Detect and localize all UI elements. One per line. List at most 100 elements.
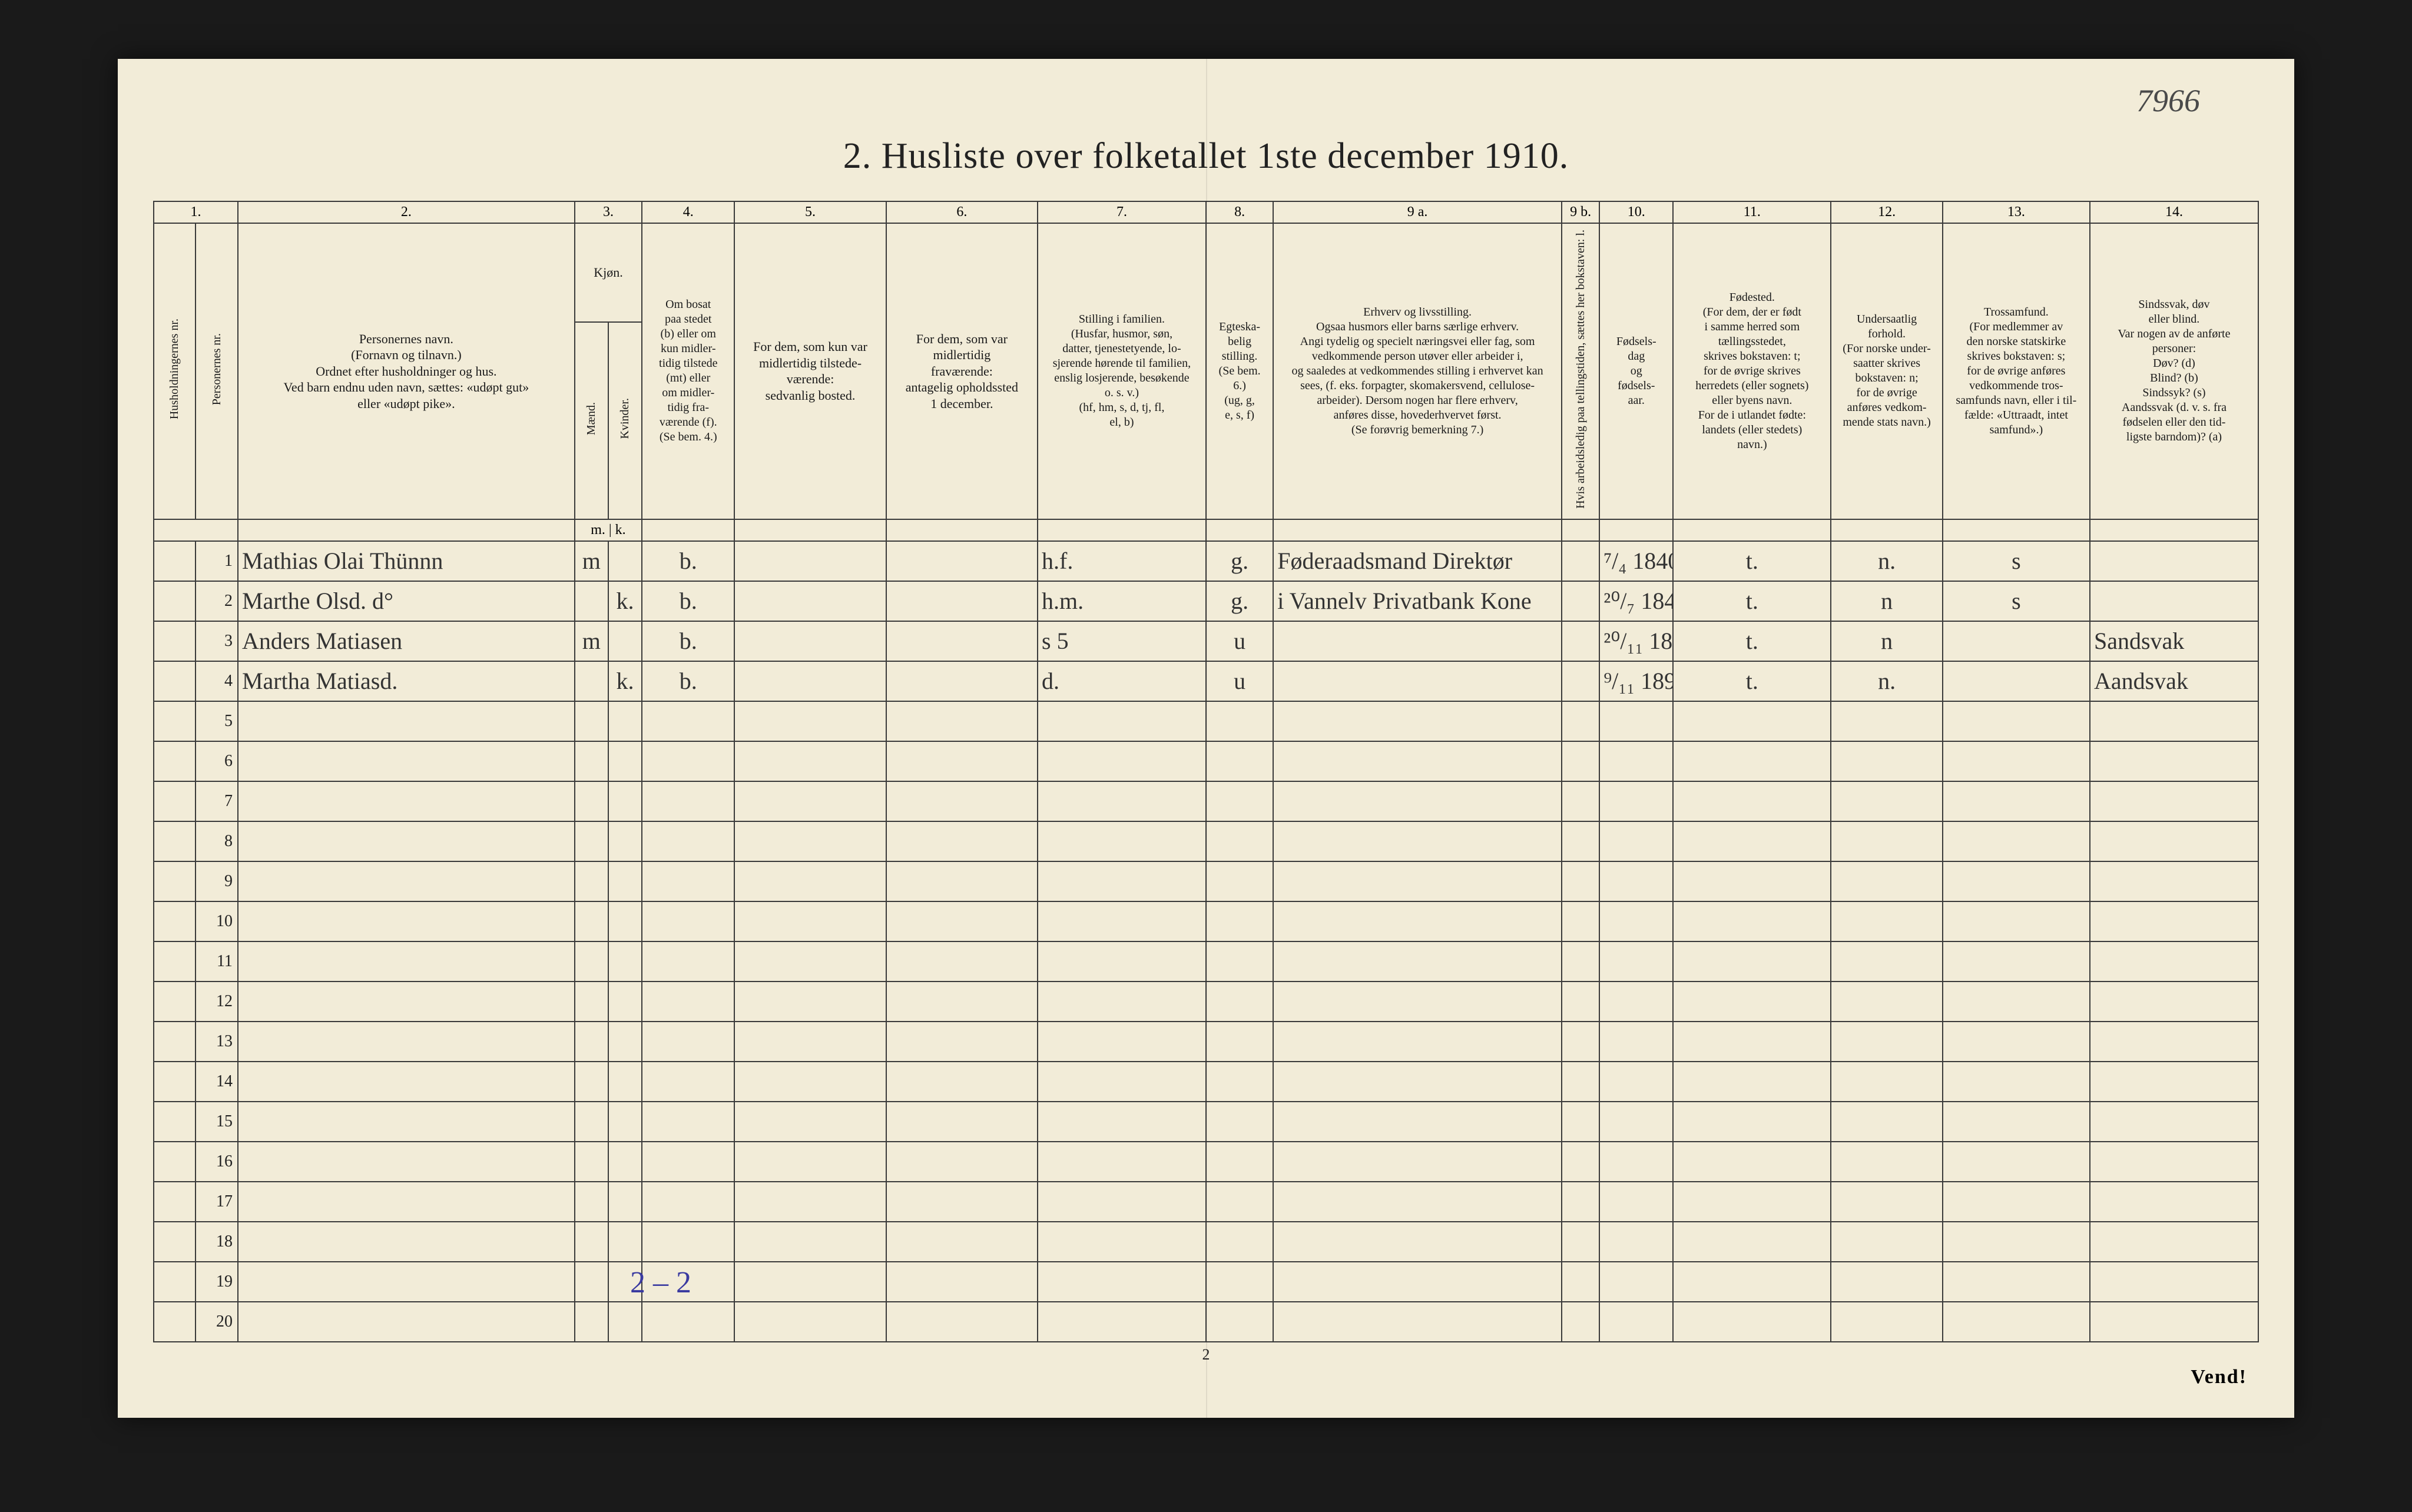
cell-fsted <box>1673 821 1831 861</box>
cell-egteskab <box>1206 701 1273 741</box>
cell-tilstede <box>734 861 886 901</box>
cell-male <box>575 1102 608 1142</box>
cell-fsted <box>1673 1182 1831 1222</box>
cell-erhverv <box>1273 621 1562 661</box>
cell-sindssvak <box>2090 1262 2258 1302</box>
cell-fam <box>1038 821 1206 861</box>
col-heading-trossamfund: Trossamfund. (For medlemmer av den norsk… <box>1943 223 2090 519</box>
cell-fravaer <box>886 1302 1038 1342</box>
cell-erhverv <box>1273 901 1562 941</box>
cell-female <box>608 982 642 1022</box>
cell-name <box>238 901 575 941</box>
cell-name <box>238 1102 575 1142</box>
cell-tilstede <box>734 1062 886 1102</box>
cell-tros: s <box>1943 581 2090 621</box>
cell-tilstede <box>734 1262 886 1302</box>
cell-egteskab <box>1206 1062 1273 1102</box>
cell-fam <box>1038 1062 1206 1102</box>
cell-bosat <box>642 1022 734 1062</box>
cell-tros <box>1943 1222 2090 1262</box>
cell-hushold-nr <box>154 1062 196 1102</box>
cell-egteskab <box>1206 1182 1273 1222</box>
cell-fravaer <box>886 1142 1038 1182</box>
cell-hushold-nr <box>154 1182 196 1222</box>
cell-erhverv <box>1273 1262 1562 1302</box>
cell-hushold-nr <box>154 541 196 581</box>
cell-fdato <box>1599 741 1673 781</box>
cell-fravaer <box>886 1182 1038 1222</box>
cell-ledig <box>1562 1102 1599 1142</box>
cell-female <box>608 1222 642 1262</box>
cell-egteskab <box>1206 1142 1273 1182</box>
cell-tros: s <box>1943 541 2090 581</box>
cell-undersaat <box>1831 1102 1942 1142</box>
colnum-11: 11. <box>1673 201 1831 223</box>
cell-female <box>608 1022 642 1062</box>
cell-egteskab <box>1206 1262 1273 1302</box>
cell-person-nr: 20 <box>196 1302 237 1342</box>
cell-ledig <box>1562 1262 1599 1302</box>
cell-fam <box>1038 741 1206 781</box>
cell-fam: h.f. <box>1038 541 1206 581</box>
cell-fsted <box>1673 901 1831 941</box>
cell-name <box>238 821 575 861</box>
cell-person-nr: 9 <box>196 861 237 901</box>
cell-male <box>575 1222 608 1262</box>
cell-tros <box>1943 1302 2090 1342</box>
cell-hushold-nr <box>154 1222 196 1262</box>
cell-tilstede <box>734 661 886 701</box>
cell-person-nr: 11 <box>196 941 237 982</box>
cell-fsted <box>1673 941 1831 982</box>
cell-fam <box>1038 982 1206 1022</box>
cell-hushold-nr <box>154 1022 196 1062</box>
cell-sindssvak: Sandsvak <box>2090 621 2258 661</box>
cell-sindssvak <box>2090 1102 2258 1142</box>
cell-fdato <box>1599 941 1673 982</box>
cell-undersaat <box>1831 861 1942 901</box>
colnum-2: 2. <box>238 201 575 223</box>
cell-fsted: t. <box>1673 661 1831 701</box>
cell-tilstede <box>734 901 886 941</box>
cell-hushold-nr <box>154 1102 196 1142</box>
cell-person-nr: 15 <box>196 1102 237 1142</box>
cell-egteskab <box>1206 861 1273 901</box>
archive-number-annotation: 7966 <box>2136 82 2200 119</box>
cell-fdato <box>1599 1222 1673 1262</box>
cell-fsted <box>1673 701 1831 741</box>
cell-undersaat <box>1831 982 1942 1022</box>
cell-ledig <box>1562 982 1599 1022</box>
cell-fravaer <box>886 901 1038 941</box>
cell-undersaat <box>1831 701 1942 741</box>
cell-tilstede <box>734 821 886 861</box>
cell-tros <box>1943 1102 2090 1142</box>
cell-male <box>575 1262 608 1302</box>
cell-undersaat <box>1831 1302 1942 1342</box>
cell-tros <box>1943 1262 2090 1302</box>
cell-fsted <box>1673 1142 1831 1182</box>
cell-female <box>608 541 642 581</box>
cell-undersaat <box>1831 1062 1942 1102</box>
cell-undersaat <box>1831 1142 1942 1182</box>
cell-fsted <box>1673 1062 1831 1102</box>
cell-tilstede <box>734 701 886 741</box>
cell-person-nr: 19 <box>196 1262 237 1302</box>
col-heading-hushold-nr: Husholdningernes nr. <box>154 223 196 519</box>
cell-person-nr: 8 <box>196 821 237 861</box>
cell-tilstede <box>734 621 886 661</box>
cell-fam <box>1038 1222 1206 1262</box>
cell-female <box>608 861 642 901</box>
cell-bosat <box>642 701 734 741</box>
cell-sindssvak <box>2090 1182 2258 1222</box>
cell-ledig <box>1562 1302 1599 1342</box>
cell-tros <box>1943 1022 2090 1062</box>
cell-fdato <box>1599 1062 1673 1102</box>
cell-ledig <box>1562 1022 1599 1062</box>
cell-sindssvak <box>2090 1022 2258 1062</box>
cell-ledig <box>1562 621 1599 661</box>
cell-egteskab <box>1206 1102 1273 1142</box>
cell-fsted <box>1673 741 1831 781</box>
cell-erhverv <box>1273 741 1562 781</box>
colnum-6: 6. <box>886 201 1038 223</box>
col-heading-arbeidsledig-text: Hvis arbeidsledig paa tellingstiden, sæt… <box>1573 230 1588 509</box>
cell-male <box>575 741 608 781</box>
